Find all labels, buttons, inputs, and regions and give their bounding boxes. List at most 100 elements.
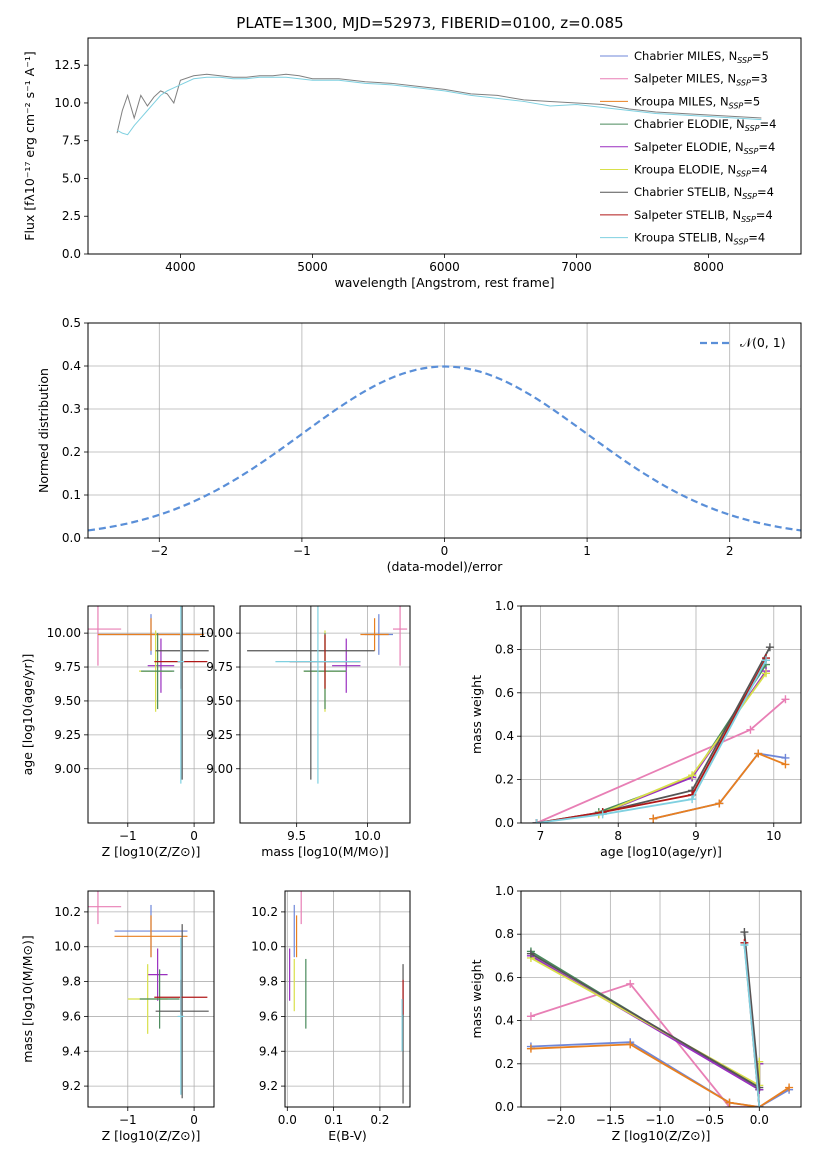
y-tick-label: 0.0 xyxy=(495,1100,514,1114)
x-tick-label: 8 xyxy=(614,829,622,843)
point-marker-Kroupa MILES xyxy=(626,1040,635,1049)
x-tick-label: 0 xyxy=(190,1113,198,1127)
series-line-Kroupa STELIB xyxy=(743,944,761,1107)
panel-massweight_vs_Z: −2.0 −1.5 −1.0 −0.5 0.0 0.0 0.2 0.4 0.6 0.8 1.0 Z [… xyxy=(469,884,802,1143)
plot-area xyxy=(88,323,801,538)
y-tick-label: 9.25 xyxy=(206,728,233,742)
point-marker-Kroupa ELODIE xyxy=(762,669,770,678)
x-tick-label: 10 xyxy=(766,829,781,843)
series-line-Kroupa MILES xyxy=(653,752,786,820)
y-tick-label: 0.4 xyxy=(495,729,514,743)
x-tick-label: −2 xyxy=(150,544,168,558)
y-axis-label: mass weight xyxy=(469,675,484,754)
legend-label-text: Salpeter ELODIE, N xyxy=(634,140,744,154)
legend-label-text: Kroupa ELODIE, N xyxy=(634,163,736,177)
y-tick-label: 9.6 xyxy=(62,1009,81,1023)
point-marker-Kroupa MILES xyxy=(526,1044,535,1053)
y-tick-label: 1.0 xyxy=(495,884,514,898)
plot-area xyxy=(88,891,214,1107)
legend-label-Salpeter MILES: Salpeter MILES, NSSP=3 xyxy=(634,72,768,88)
legend-label-text: Salpeter STELIB, N xyxy=(634,208,741,222)
plot-area xyxy=(521,891,801,1107)
panel-massweight_vs_age: 7 8 9 10 0.0 0.2 0.4 0.6 0.8 1.0 age [log10(age/yr… xyxy=(469,599,802,859)
y-tick-label: 0.0 xyxy=(495,816,514,830)
y-tick-label: 7.5 xyxy=(62,134,81,148)
x-tick-label: 10.0 xyxy=(354,829,381,843)
point-marker-Salpeter MILES xyxy=(626,979,635,988)
x-tick-label: 0.0 xyxy=(278,1113,297,1127)
axes-frame xyxy=(520,605,802,824)
point-marker-Kroupa MILES xyxy=(754,749,763,758)
y-tick-label: 0.4 xyxy=(62,359,81,373)
x-tick-label: 0.2 xyxy=(370,1113,389,1127)
y-tick-label: 0.8 xyxy=(495,927,514,941)
x-axis-label: age [log10(age/yr)] xyxy=(600,844,722,859)
x-axis-label: mass [log10(M/M⊙)] xyxy=(261,844,389,859)
x-tick-label: 5000 xyxy=(297,260,328,274)
series-line-data xyxy=(116,73,762,134)
legend-label-value: =4 xyxy=(760,117,777,131)
legend-label-text: Chabrier MILES, N xyxy=(634,49,737,63)
y-tick-label: 9.25 xyxy=(54,728,81,742)
y-tick-label: 9.4 xyxy=(62,1044,81,1058)
point-marker-Kroupa STELIB xyxy=(755,1103,764,1107)
point-marker-Salpeter MILES xyxy=(526,1012,535,1021)
panels: 4000 5000 6000 7000 80000.02.55.07.510.012.5… xyxy=(20,37,802,1143)
y-tick-label: 0.0 xyxy=(62,531,81,545)
legend-label-subscript: SSP xyxy=(737,56,752,65)
point-marker-Chabrier STELIB xyxy=(765,643,774,652)
axes-frame xyxy=(87,605,215,824)
x-axis-label: E(B-V) xyxy=(328,1128,367,1143)
y-tick-label: 10.0 xyxy=(54,940,81,954)
x-tick-label: 0.0 xyxy=(750,1113,769,1127)
legend-label-value: =4 xyxy=(751,163,768,177)
y-tick-label: 9.2 xyxy=(62,1079,81,1093)
x-tick-label: 0.1 xyxy=(324,1113,343,1127)
x-axis-label: wavelength [Angstrom, rest frame] xyxy=(334,275,554,290)
legend-label-subscript: SSP xyxy=(741,215,756,224)
y-tick-label: 0.5 xyxy=(62,316,81,330)
x-tick-label: 0 xyxy=(441,544,449,558)
legend-label-subscript: SSP xyxy=(729,101,744,110)
x-tick-label: 0 xyxy=(190,829,198,843)
x-tick-label: 8000 xyxy=(693,260,724,274)
legend-label-Kroupa MILES: Kroupa MILES, NSSP=5 xyxy=(634,94,760,110)
legend-label-value: =3 xyxy=(751,72,768,86)
legend-label-Kroupa STELIB: Kroupa STELIB, NSSP=4 xyxy=(634,231,765,247)
y-axis-label: Normed distribution xyxy=(36,368,51,493)
legend-label-subscript: SSP xyxy=(744,147,759,156)
figure-title: PLATE=1300, MJD=52973, FIBERID=0100, z=0… xyxy=(236,14,623,32)
plot-area xyxy=(521,606,801,823)
point-marker-Chabrier STELIB xyxy=(740,928,749,937)
point-marker-Kroupa MILES xyxy=(781,760,790,769)
point-marker-Chabrier STELIB xyxy=(526,949,535,958)
y-tick-label: 9.6 xyxy=(259,1009,278,1023)
legend-label-normal: 𝒩(0, 1) xyxy=(740,335,786,350)
point-marker-Kroupa ELODIE xyxy=(688,771,697,780)
point-marker-Kroupa STELIB xyxy=(740,941,749,949)
x-axis-label: Z [log10(Z/Z⊙)] xyxy=(102,1128,201,1143)
y-tick-label: 9.00 xyxy=(206,762,233,776)
y-tick-label: 10.00 xyxy=(199,626,233,640)
x-tick-label: 9 xyxy=(692,829,700,843)
series-line-Kroupa STELIB xyxy=(536,659,767,823)
panel-age_vs_mass: 9.5 10.0 9.00 9.25 9.50 9.75 10.00 mass [log10(… xyxy=(199,605,411,859)
x-tick-label: 9.5 xyxy=(287,829,306,843)
point-marker-Kroupa STELIB xyxy=(598,810,607,819)
point-marker-Kroupa STELIB xyxy=(532,819,541,823)
legend-label-text: Chabrier ELODIE, N xyxy=(634,117,745,131)
plot-area xyxy=(240,606,410,823)
y-tick-label: 0.6 xyxy=(495,686,514,700)
legend-label-value: =4 xyxy=(756,208,773,222)
y-tick-label: 9.50 xyxy=(54,694,81,708)
legend-label-text: Kroupa MILES, N xyxy=(634,94,729,108)
legend-label-subscript: SSP xyxy=(745,124,760,133)
y-tick-label: 12.5 xyxy=(54,58,81,72)
normal-curve xyxy=(88,365,801,532)
panel-age_vs_Z: −1 0 9.00 9.25 9.50 9.75 10.00 Z [log10(Z/Z⊙)] a… xyxy=(20,605,215,859)
x-tick-label: −1 xyxy=(119,1113,137,1127)
y-tick-label: 0.2 xyxy=(62,445,81,459)
y-tick-label: 0.1 xyxy=(62,488,81,502)
legend-label-subscript: SSP xyxy=(734,238,749,247)
